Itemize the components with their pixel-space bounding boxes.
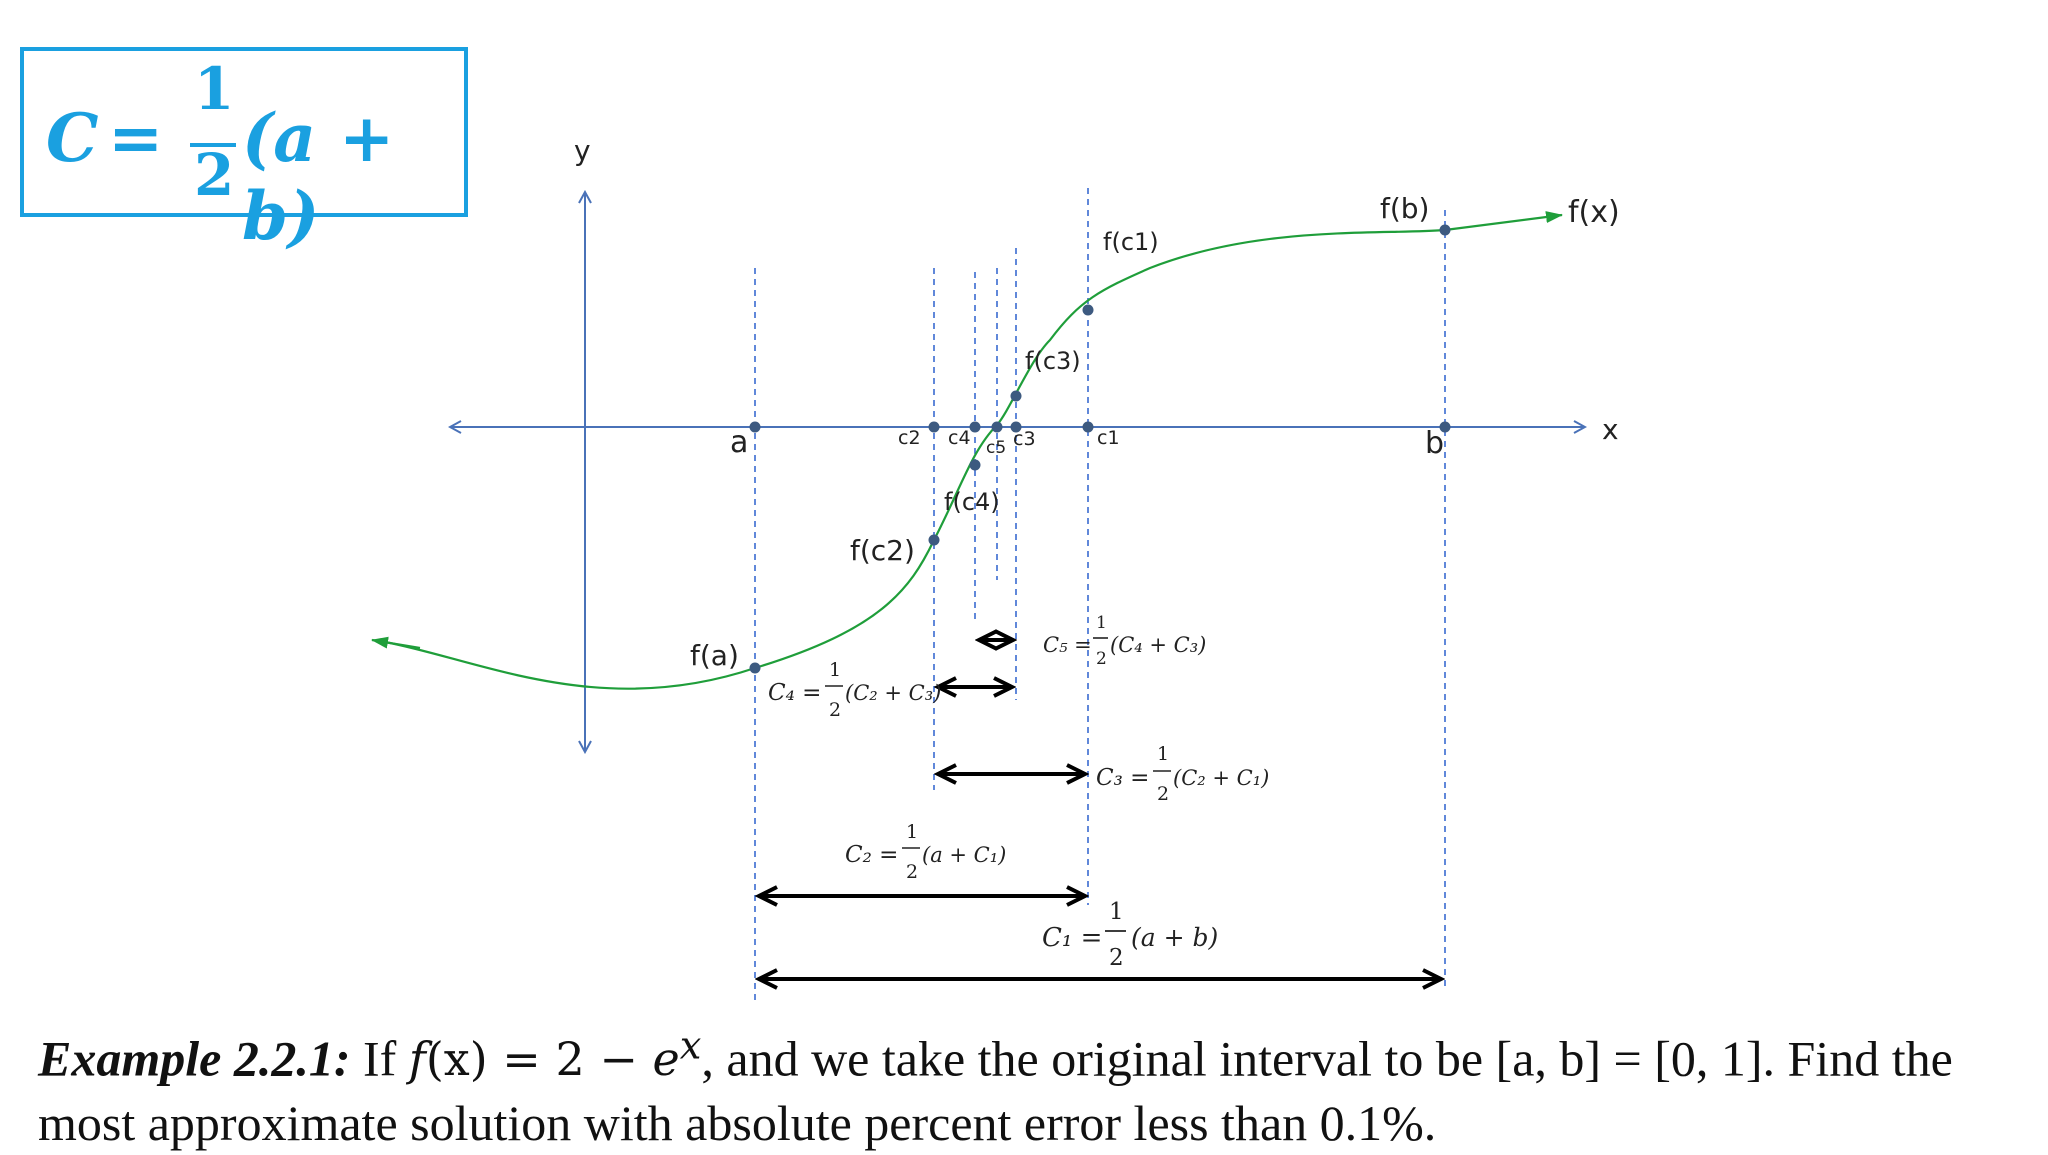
point-b	[1439, 421, 1451, 433]
example-exponent: x	[679, 1024, 702, 1069]
formula-rhs: (a + b)	[242, 99, 395, 255]
formula-c3-num: 1	[1157, 743, 1169, 765]
label-fc1: f(c1)	[1103, 228, 1159, 256]
label-fc2: f(c2)	[850, 534, 915, 567]
formula-c2: C₂ = 1 2 (a + C₁)	[845, 821, 1006, 883]
formula-c5: C₅ = 1 2 (C₄ + C₃)	[1043, 613, 1206, 669]
example-eq: = 2 −	[487, 1032, 653, 1087]
label-b: b	[1425, 426, 1444, 461]
label-fb: f(b)	[1380, 192, 1429, 225]
formula-c3-den: 2	[1157, 783, 1169, 805]
formula-c5-rhs: (C₄ + C₃)	[1110, 633, 1206, 657]
example-fx: f	[408, 1032, 426, 1087]
formula-c4-den: 2	[829, 699, 841, 721]
axes	[450, 192, 1585, 752]
formula-c3-rhs: (C₂ + C₁)	[1173, 766, 1269, 790]
label-c5: c5	[986, 438, 1006, 458]
formula-c2-num: 1	[906, 821, 918, 843]
x-axis-label: x	[1602, 413, 1619, 446]
function-curve-left-arrow	[371, 636, 421, 650]
point-fc1	[1082, 304, 1094, 316]
curve-points	[749, 224, 1451, 674]
formula-numerator: 1	[194, 55, 235, 123]
formula-c1-num: 1	[1109, 899, 1124, 925]
formula-c5-num: 1	[1096, 613, 1107, 633]
example-e: e	[652, 1032, 680, 1087]
interval-arrows	[759, 640, 1441, 979]
point-c2	[928, 421, 940, 433]
example-statement: Example 2.2.1: If f(x) = 2 − ex, and we …	[38, 1015, 2028, 1155]
formula-c2-den: 2	[906, 861, 918, 883]
formula-c4-lhs: C₄ =	[768, 680, 821, 706]
label-c4: c4	[948, 427, 971, 449]
formula-lhs: C	[46, 99, 99, 177]
label-c3: c3	[1013, 428, 1036, 450]
formula-c3: C₃ = 1 2 (C₂ + C₁)	[1096, 743, 1269, 805]
example-function: f(x) = 2 − ex	[408, 1024, 702, 1087]
curve-label-fx: f(x)	[1568, 195, 1620, 230]
formula-c2-rhs: (a + C₁)	[922, 843, 1006, 867]
point-fc2	[928, 534, 940, 546]
point-fc4	[969, 459, 981, 471]
example-if: If	[362, 1030, 397, 1087]
formula-c1-den: 2	[1109, 945, 1124, 971]
point-fb	[1439, 224, 1451, 236]
label-fa: f(a)	[690, 639, 739, 672]
formula-c2-lhs: C₂ =	[845, 842, 898, 868]
label-c1: c1	[1097, 427, 1120, 449]
point-c5	[991, 421, 1003, 433]
point-fa	[749, 662, 761, 674]
formula-c4: C₄ = 1 2 (C₂ + C₃)	[768, 659, 941, 721]
formula-equals: =	[108, 99, 164, 177]
formula-c4-rhs: (C₂ + C₃)	[845, 681, 941, 705]
function-curve	[384, 211, 1563, 690]
point-c3	[1010, 421, 1022, 433]
y-axis-label: y	[574, 134, 591, 167]
formula-c1-lhs: C₁ =	[1042, 923, 1102, 953]
formula-c4-num: 1	[829, 659, 841, 681]
example-fx-arg: (x)	[425, 1032, 488, 1087]
formula-c5-den: 2	[1096, 649, 1107, 669]
point-c1	[1082, 421, 1094, 433]
example-label: Example 2.2.1:	[38, 1030, 351, 1087]
formula-denominator: 2	[194, 141, 235, 209]
formula-c1-rhs: (a + b)	[1131, 923, 1218, 952]
formula-fraction-bar	[190, 143, 236, 147]
label-c2: c2	[898, 427, 921, 449]
label-fc4: f(c4)	[944, 488, 1000, 516]
label-a: a	[730, 425, 748, 460]
bisection-formula-box: C = 1 2 (a + b)	[20, 47, 468, 255]
label-fc3: f(c3)	[1025, 347, 1081, 375]
example-rest: , and we take the original interval to b…	[38, 1030, 1953, 1152]
formula-c1: C₁ = 1 2 (a + b)	[1042, 899, 1218, 971]
point-c4	[969, 421, 981, 433]
point-fc3	[1010, 390, 1022, 402]
formula-c3-lhs: C₃ =	[1096, 765, 1149, 791]
axis-points	[749, 421, 1451, 433]
formula-c5-lhs: C₅ =	[1043, 633, 1092, 657]
guide-lines	[754, 188, 1446, 1000]
bisection-formula: C = 1 2 (a + b)	[46, 51, 466, 255]
point-a	[749, 421, 761, 433]
bisection-diagram: y x f(x) a b c2 c4 c5 c3 c1 f(a) f(c2) f…	[371, 134, 1620, 1000]
